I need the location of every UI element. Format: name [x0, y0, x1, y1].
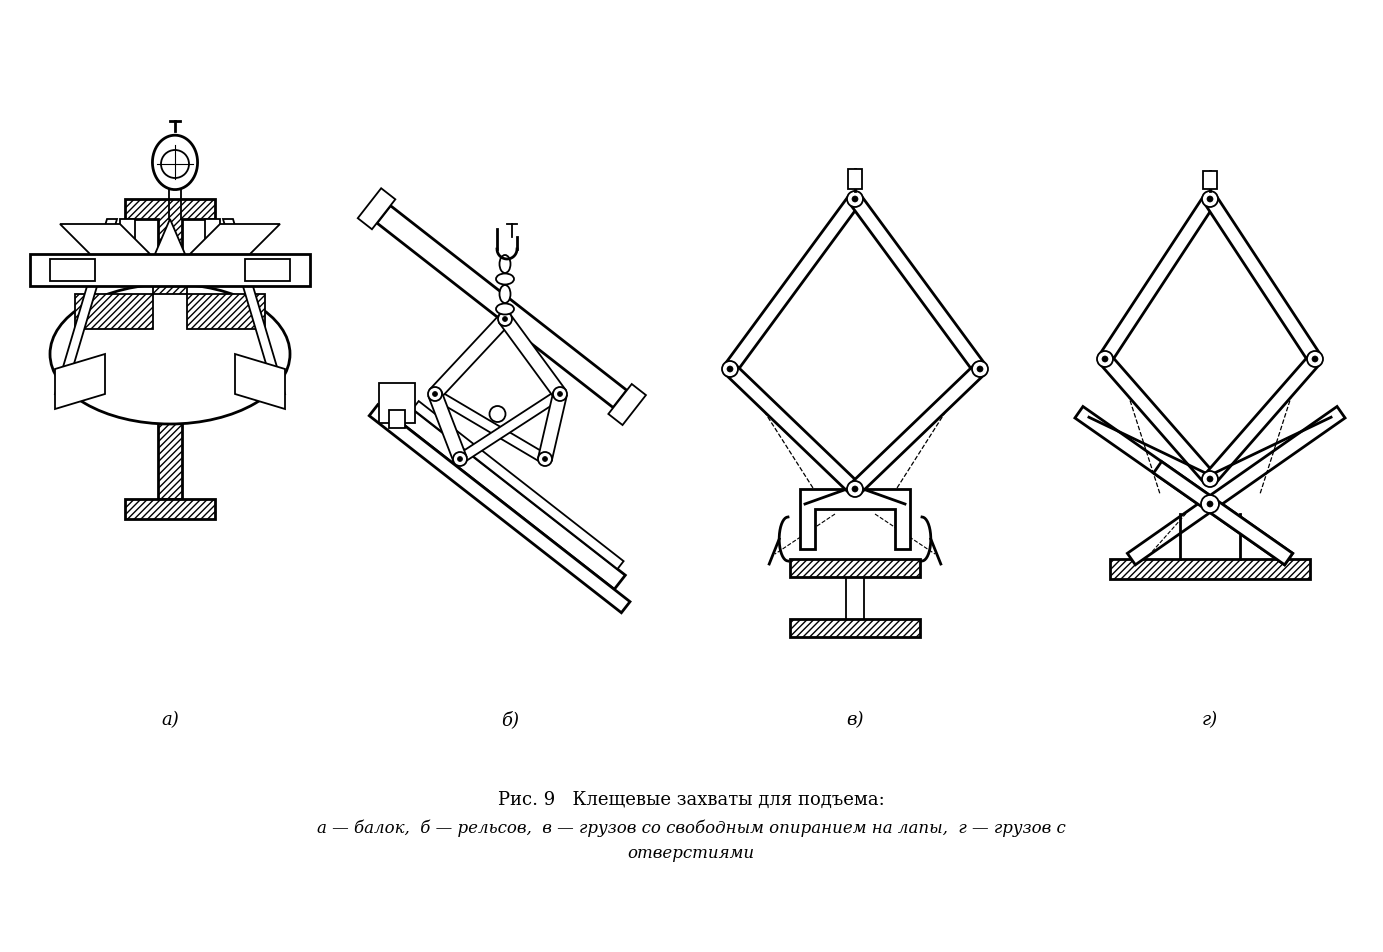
Polygon shape	[394, 404, 625, 589]
Bar	[1111, 560, 1310, 580]
Polygon shape	[430, 315, 510, 399]
Bar	[848, 169, 862, 189]
Polygon shape	[124, 200, 214, 500]
Polygon shape	[499, 315, 566, 399]
Circle shape	[1307, 351, 1324, 367]
Polygon shape	[458, 390, 563, 464]
Circle shape	[1097, 351, 1113, 367]
Bar	[790, 560, 920, 578]
Bar	[379, 384, 415, 424]
Circle shape	[557, 392, 563, 397]
Polygon shape	[433, 390, 548, 464]
Circle shape	[433, 392, 437, 397]
Polygon shape	[1099, 196, 1216, 364]
Circle shape	[538, 452, 552, 466]
Circle shape	[553, 387, 567, 402]
Polygon shape	[609, 385, 646, 426]
Polygon shape	[235, 355, 285, 409]
Polygon shape	[725, 365, 860, 494]
Bar	[846, 578, 864, 620]
Polygon shape	[1099, 355, 1216, 485]
Circle shape	[1202, 471, 1218, 487]
Circle shape	[1207, 197, 1213, 203]
Text: отверстиями: отверстиями	[628, 844, 755, 862]
Circle shape	[454, 452, 467, 466]
Ellipse shape	[496, 274, 514, 286]
Circle shape	[846, 191, 863, 208]
Polygon shape	[55, 355, 105, 409]
Polygon shape	[223, 220, 285, 394]
Circle shape	[1102, 357, 1108, 363]
Polygon shape	[1153, 462, 1293, 565]
Polygon shape	[538, 393, 567, 461]
Bar	[50, 260, 95, 282]
Ellipse shape	[499, 256, 510, 274]
Text: б): б)	[501, 710, 519, 728]
Ellipse shape	[499, 286, 510, 304]
Polygon shape	[55, 220, 118, 394]
Polygon shape	[1205, 355, 1321, 485]
Polygon shape	[205, 220, 220, 240]
Bar	[245, 260, 290, 282]
Polygon shape	[124, 500, 214, 520]
Circle shape	[1202, 191, 1218, 208]
Polygon shape	[849, 196, 986, 374]
Circle shape	[160, 150, 189, 179]
Circle shape	[972, 362, 987, 378]
Polygon shape	[1205, 196, 1321, 364]
Polygon shape	[152, 136, 198, 190]
Ellipse shape	[50, 285, 290, 425]
Circle shape	[846, 482, 863, 498]
Bar	[790, 620, 920, 637]
Polygon shape	[1127, 407, 1346, 565]
Polygon shape	[725, 196, 860, 374]
Circle shape	[542, 457, 548, 462]
Circle shape	[458, 457, 462, 462]
Polygon shape	[1075, 407, 1293, 565]
Polygon shape	[155, 220, 185, 255]
Polygon shape	[75, 260, 266, 329]
Text: в): в)	[846, 710, 864, 728]
Polygon shape	[369, 406, 631, 613]
Bar	[30, 255, 310, 287]
Circle shape	[976, 367, 983, 372]
Polygon shape	[412, 402, 624, 569]
Polygon shape	[189, 225, 279, 255]
Polygon shape	[851, 365, 985, 494]
Circle shape	[852, 486, 857, 492]
Polygon shape	[429, 392, 466, 462]
Circle shape	[727, 367, 733, 372]
Polygon shape	[358, 189, 396, 230]
Circle shape	[1200, 495, 1218, 513]
Circle shape	[490, 407, 506, 423]
Circle shape	[722, 362, 739, 378]
Circle shape	[1312, 357, 1318, 363]
Text: Рис. 9   Клещевые захваты для подъема:: Рис. 9 Клещевые захваты для подъема:	[498, 790, 884, 808]
Polygon shape	[120, 220, 136, 240]
Polygon shape	[59, 225, 149, 255]
Polygon shape	[378, 207, 626, 408]
Text: г): г)	[1202, 710, 1218, 728]
Text: а — балок,  б — рельсов,  в — грузов со свободным опиранием на лапы,  г — грузов: а — балок, б — рельсов, в — грузов со св…	[317, 819, 1065, 836]
Bar	[1203, 171, 1217, 189]
Circle shape	[1207, 477, 1213, 483]
Polygon shape	[799, 489, 910, 549]
Circle shape	[852, 197, 857, 203]
Text: а): а)	[162, 710, 178, 728]
Circle shape	[1207, 502, 1213, 507]
Bar	[389, 411, 405, 429]
Circle shape	[502, 317, 508, 322]
Circle shape	[427, 387, 443, 402]
Ellipse shape	[496, 305, 514, 315]
Circle shape	[498, 312, 512, 327]
